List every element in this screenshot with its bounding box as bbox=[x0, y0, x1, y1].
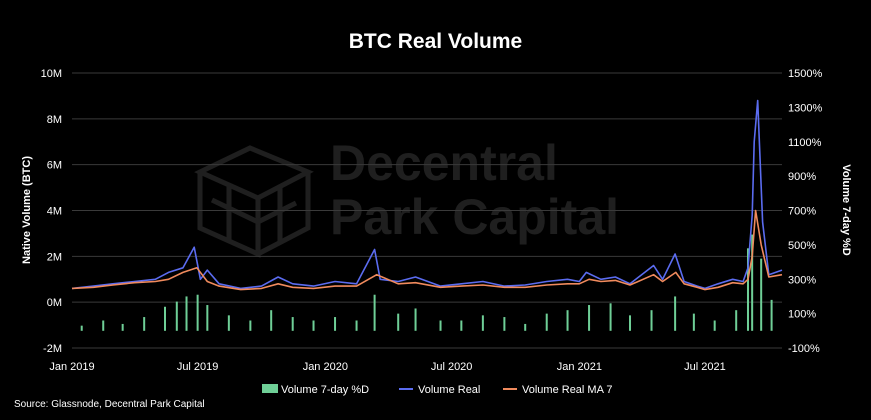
grid-lines bbox=[72, 72, 782, 349]
x-tick-label: Jul 2019 bbox=[177, 361, 219, 373]
series-lines bbox=[71, 99, 783, 291]
bar-mark bbox=[227, 315, 230, 331]
line-volume-real-ma7 bbox=[71, 209, 783, 291]
bar-mark bbox=[185, 296, 188, 331]
left-tick-label: -2M bbox=[43, 343, 62, 355]
bar-mark bbox=[80, 325, 83, 331]
bar-mark bbox=[291, 317, 294, 331]
left-axis-label: Native Volume (BTC) bbox=[21, 156, 33, 264]
legend-label: Volume Real MA 7 bbox=[522, 384, 613, 396]
left-axis-ticks: 10M 8M 6M 4M 2M 0M -2M bbox=[41, 68, 62, 355]
bar-mark bbox=[609, 303, 612, 331]
right-tick-label: 100% bbox=[788, 309, 816, 321]
bar-mark bbox=[121, 323, 124, 331]
bar-mark bbox=[102, 320, 105, 331]
right-tick-label: 1300% bbox=[788, 102, 822, 114]
legend-label: Volume 7-day %D bbox=[281, 384, 369, 396]
watermark-line-1: Decentral bbox=[330, 135, 558, 191]
bar-mark bbox=[588, 305, 591, 331]
bar-mark bbox=[143, 317, 146, 331]
bar-mark bbox=[674, 296, 677, 331]
right-tick-label: 500% bbox=[788, 240, 816, 252]
bar-mark bbox=[481, 315, 484, 331]
source-note: Source: Glassnode, Decentral Park Capita… bbox=[14, 399, 205, 410]
x-tick-label: Jul 2020 bbox=[431, 361, 473, 373]
bar-mark bbox=[735, 310, 738, 331]
chart-title: BTC Real Volume bbox=[349, 30, 522, 53]
left-tick-label: 10M bbox=[41, 68, 62, 80]
bar-mark bbox=[503, 317, 506, 331]
right-tick-label: 1100% bbox=[788, 137, 822, 149]
bar-mark bbox=[249, 320, 252, 331]
bar-mark bbox=[270, 310, 273, 331]
watermark-cube-icon bbox=[194, 145, 314, 258]
right-tick-label: 900% bbox=[788, 171, 816, 183]
bar-mark bbox=[175, 301, 178, 331]
right-axis-label: Volume 7-day %D bbox=[840, 164, 852, 256]
legend-label: Volume Real bbox=[418, 384, 480, 396]
bar-mark bbox=[751, 234, 754, 331]
left-tick-label: 0M bbox=[47, 297, 62, 309]
bar-mark bbox=[439, 320, 442, 331]
watermark-line-2: Park Capital bbox=[330, 189, 619, 245]
right-tick-label: 700% bbox=[788, 206, 816, 218]
left-tick-label: 8M bbox=[47, 114, 62, 126]
x-tick-label: Jan 2021 bbox=[557, 361, 602, 373]
bar-mark bbox=[397, 313, 400, 331]
legend-swatch bbox=[262, 384, 278, 393]
x-tick-label: Jan 2020 bbox=[303, 361, 348, 373]
line-volume-real bbox=[71, 99, 783, 290]
bar-mark bbox=[414, 308, 417, 331]
left-tick-label: 4M bbox=[47, 206, 62, 218]
bar-mark bbox=[713, 320, 716, 331]
x-axis-ticks: Jan 2019 Jul 2019 Jan 2020 Jul 2020 Jan 2021… bbox=[49, 361, 725, 373]
bar-mark bbox=[460, 320, 463, 331]
bar-mark bbox=[629, 315, 632, 331]
bar-mark bbox=[196, 294, 199, 331]
bar-mark bbox=[312, 320, 315, 331]
bar-mark bbox=[355, 320, 358, 331]
bar-mark bbox=[164, 306, 167, 331]
bar-mark bbox=[760, 258, 763, 331]
bar-mark bbox=[650, 310, 653, 331]
left-tick-label: 2M bbox=[47, 251, 62, 263]
bar-mark bbox=[545, 313, 548, 331]
bar-mark bbox=[746, 248, 749, 331]
right-tick-label: -100% bbox=[788, 343, 820, 355]
bar-mark bbox=[770, 299, 773, 331]
right-tick-label: 300% bbox=[788, 274, 816, 286]
left-tick-label: 6M bbox=[47, 160, 62, 172]
watermark: Decentral Park Capital bbox=[194, 135, 619, 258]
series-volume-7day-bars bbox=[80, 234, 773, 331]
bar-mark bbox=[692, 313, 695, 331]
right-tick-label: 1500% bbox=[788, 68, 822, 80]
bar-mark bbox=[566, 310, 569, 331]
x-tick-label: Jan 2019 bbox=[49, 361, 94, 373]
right-axis-ticks: 1500% 1300% 1100% 900% 700% 500% 300% 100% -100% bbox=[788, 68, 822, 355]
x-tick-label: Jul 2021 bbox=[684, 361, 726, 373]
bar-mark bbox=[206, 305, 209, 331]
bar-mark bbox=[373, 294, 376, 331]
bar-mark bbox=[334, 317, 337, 331]
bar-mark bbox=[524, 323, 527, 331]
legend: Volume 7-day %D Volume Real Volume Real MA… bbox=[262, 384, 613, 396]
